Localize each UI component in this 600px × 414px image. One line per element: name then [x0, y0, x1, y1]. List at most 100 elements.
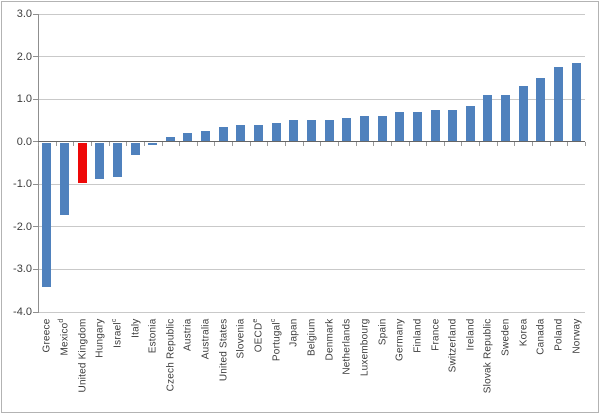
footnote-marker: d: [58, 318, 66, 323]
category-label-denmark: Denmark: [324, 318, 336, 360]
y-axis-tick: [33, 56, 38, 58]
bar-oecd: [254, 124, 264, 142]
footnote-marker: c: [269, 318, 277, 322]
category-tick: [90, 142, 92, 147]
y-axis-tick: [33, 183, 38, 185]
bar-slovenia: [236, 124, 246, 142]
bar-denmark: [324, 120, 334, 142]
category-label-poland: Poland: [553, 318, 565, 351]
category-tick: [126, 142, 128, 147]
category-tick: [38, 142, 39, 147]
category-label-hungary: Hungary: [94, 318, 106, 358]
bar-poland: [554, 67, 564, 142]
gridline: [38, 311, 585, 313]
bar-sweden: [501, 94, 511, 142]
category-label-portugal: Portugalc: [269, 318, 283, 361]
category-label-ireland: Ireland: [465, 318, 477, 350]
category-label-australia: Australia: [200, 318, 212, 359]
y-axis-tick: [33, 13, 38, 15]
category-label-oecd: OECDe: [252, 318, 265, 352]
bar-czech-republic: [165, 137, 175, 142]
category-tick: [567, 142, 569, 147]
category-label-finland: Finland: [412, 318, 424, 353]
bar-belgium: [307, 120, 316, 142]
category-label-austria: Austria: [182, 318, 194, 351]
category-label-germany: Germany: [394, 318, 406, 361]
category-tick: [426, 142, 428, 147]
category-tick: [249, 142, 251, 147]
y-tick-label: 3.0: [16, 8, 32, 20]
category-tick: [232, 142, 234, 147]
category-label-netherlands: Netherlands: [341, 318, 353, 375]
bar-luxembourg: [359, 116, 369, 142]
category-label-united-states: United States: [218, 318, 230, 381]
category-label-japan: Japan: [288, 318, 300, 347]
bar-canada: [536, 77, 546, 142]
bar-switzerland: [448, 109, 458, 142]
bar-hungary: [95, 142, 105, 179]
y-axis-tick: [33, 141, 38, 143]
bar-france: [430, 109, 440, 142]
y-axis-tick: [33, 226, 38, 228]
y-tick-label: -4.0: [13, 306, 32, 318]
category-tick: [55, 142, 57, 147]
category-label-israel: Israelc: [111, 318, 124, 348]
bar-japan: [289, 120, 299, 142]
y-tick-label: -2.0: [13, 220, 32, 233]
bar-portugal: [271, 122, 281, 142]
category-label-france: France: [430, 318, 442, 351]
y-tick-label: 0.0: [16, 135, 32, 148]
bar-ireland: [465, 105, 475, 142]
y-tick-label: -3.0: [13, 263, 32, 276]
category-tick: [196, 142, 198, 147]
category-tick: [337, 142, 339, 147]
y-axis-tick: [33, 311, 38, 313]
bar-finland: [412, 111, 422, 142]
category-label-slovak-republic: Slovak Republic: [482, 318, 494, 393]
category-tick: [514, 142, 516, 147]
gridline: [38, 98, 585, 100]
bar-australia: [201, 131, 211, 142]
footnote-marker: e: [252, 318, 260, 323]
category-tick: [549, 142, 551, 147]
category-tick: [496, 142, 498, 147]
category-tick: [443, 142, 445, 147]
bar-germany: [395, 111, 405, 142]
gridline: [38, 226, 585, 228]
bar-mexico: [59, 142, 69, 216]
category-label-switzerland: Switzerland: [447, 318, 459, 372]
bar-norway: [571, 62, 581, 142]
category-tick: [355, 142, 357, 147]
bar-spain: [377, 116, 387, 142]
y-tick-label: -1.0: [13, 178, 32, 191]
category-label-czech-republic: Czech Republic: [165, 318, 177, 391]
category-tick: [320, 142, 322, 147]
bar-austria: [183, 133, 193, 142]
category-tick: [479, 142, 481, 147]
y-axis-tick: [33, 268, 38, 270]
bar-estonia: [148, 142, 158, 145]
category-tick: [285, 142, 287, 147]
category-label-luxembourg: Luxembourg: [359, 318, 371, 376]
category-label-spain: Spain: [377, 318, 389, 345]
category-tick: [108, 142, 110, 147]
category-tick: [390, 142, 392, 147]
gridline: [38, 13, 585, 15]
bar-italy: [130, 142, 140, 156]
gridline: [38, 183, 585, 185]
bar-netherlands: [342, 118, 352, 142]
y-axis-line: [37, 14, 39, 313]
category-label-korea: Korea: [518, 318, 530, 346]
bar-korea: [518, 86, 528, 142]
y-axis-tick: [33, 98, 38, 100]
category-tick: [267, 142, 269, 147]
category-label-slovenia: Slovenia: [235, 318, 247, 358]
category-label-sweden: Sweden: [500, 318, 512, 356]
y-tick-label: 2.0: [16, 50, 32, 63]
category-tick: [585, 142, 586, 147]
y-tick-label: 1.0: [16, 93, 32, 106]
category-tick: [179, 142, 181, 147]
category-label-greece: Greece: [41, 318, 53, 352]
category-tick: [302, 142, 304, 147]
